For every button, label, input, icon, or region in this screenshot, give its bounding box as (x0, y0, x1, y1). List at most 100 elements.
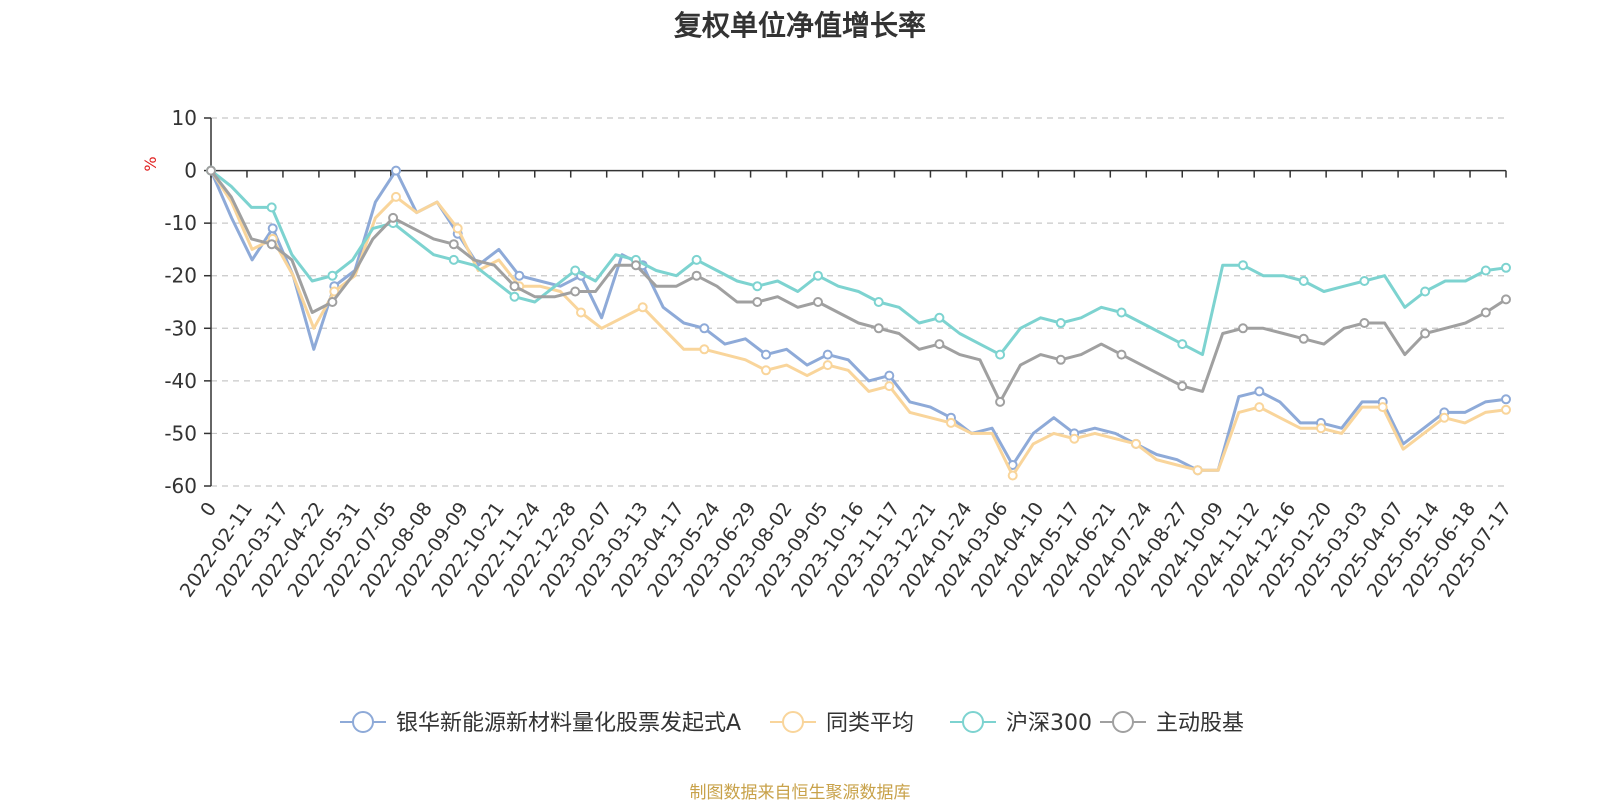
data-point (1254, 402, 1265, 413)
data-point (206, 165, 216, 176)
legend-item[interactable]: 沪深300 (950, 711, 1092, 736)
data-point (1055, 354, 1066, 365)
chart-title: 复权单位净值增长率 (673, 9, 926, 42)
data-point (995, 396, 1006, 407)
data-point (761, 365, 771, 376)
series-line (209, 169, 1507, 472)
data-point (1359, 276, 1370, 286)
data-point (873, 323, 884, 334)
data-point (570, 286, 581, 297)
data-point (576, 307, 586, 318)
data-point (1177, 381, 1188, 392)
data-point (1439, 412, 1450, 423)
data-point (452, 223, 463, 234)
data-point (388, 212, 399, 223)
data-point (1116, 349, 1127, 360)
series-group (206, 165, 1511, 481)
data-point (266, 239, 277, 250)
data-point (570, 265, 581, 276)
data-point (1359, 318, 1370, 328)
legend-circle-icon (962, 711, 984, 733)
y-tick-label: 0 (184, 159, 197, 183)
data-point (1480, 307, 1491, 318)
data-point (822, 349, 833, 360)
data-point (1501, 262, 1511, 273)
data-point (1298, 333, 1309, 344)
data-point (266, 202, 277, 213)
data-point (267, 223, 278, 234)
data-point (752, 297, 763, 307)
grid-layer (211, 117, 1506, 487)
data-point (1254, 386, 1265, 397)
data-point (699, 323, 710, 334)
data-point (329, 286, 340, 297)
data-point (1316, 423, 1326, 434)
data-point (1501, 404, 1511, 415)
data-point (691, 270, 702, 281)
data-point (1298, 276, 1309, 286)
series-group (206, 165, 1511, 407)
y-tick-label: -60 (164, 474, 197, 498)
data-point (509, 281, 520, 292)
y-tick-label: -30 (164, 316, 197, 340)
data-point (1480, 265, 1491, 276)
data-point (884, 370, 895, 381)
data-point (946, 417, 956, 428)
legend-circle-icon (782, 711, 804, 733)
legend-label: 主动股基 (1156, 711, 1244, 736)
data-point (813, 270, 823, 281)
y-tick-label: -40 (164, 369, 197, 393)
data-point (822, 360, 833, 371)
y-tick-label: -10 (164, 211, 197, 235)
data-point (1131, 438, 1141, 449)
data-point (327, 297, 338, 307)
axis-layer: 100-10-20-30-40-50-6002022-02-112022-03-… (164, 106, 1516, 601)
data-point (1420, 328, 1431, 339)
legend-circle-icon (1112, 711, 1134, 733)
data-point (1007, 470, 1018, 481)
data-point (391, 165, 401, 176)
series-line (210, 169, 1507, 357)
data-point (1501, 394, 1511, 405)
data-point (691, 254, 702, 265)
y-tick-label: -20 (164, 264, 197, 288)
data-point (1420, 286, 1431, 297)
data-point (761, 349, 771, 360)
data-point (1238, 323, 1248, 334)
data-point (509, 291, 520, 302)
source-note: 制图数据来自恒生聚源数据库 (689, 783, 911, 803)
data-point (630, 260, 641, 271)
data-point (448, 254, 459, 265)
legend-item[interactable]: 银华新能源新材料量化股票发起式A (340, 711, 741, 736)
data-point (637, 302, 648, 313)
data-point (752, 281, 763, 292)
data-point (934, 312, 945, 323)
data-point (448, 239, 459, 250)
data-point (1192, 465, 1203, 476)
legend-item[interactable]: 同类平均 (770, 711, 914, 736)
series-group (206, 165, 1511, 360)
legend-label: 同类平均 (826, 711, 914, 736)
data-point (995, 349, 1006, 360)
data-point (1055, 318, 1066, 328)
data-point (1177, 339, 1188, 350)
data-point (514, 270, 525, 281)
series-layer (206, 165, 1511, 481)
data-point (327, 270, 338, 281)
y-axis-unit: % (141, 156, 160, 171)
data-point (813, 297, 823, 307)
y-tick-label: 10 (172, 106, 197, 130)
data-point (1069, 433, 1080, 444)
series-line (209, 169, 1507, 404)
data-point (699, 344, 710, 355)
data-point (873, 297, 884, 307)
legend-label: 银华新能源新材料量化股票发起式A (396, 711, 741, 736)
data-point (391, 191, 401, 202)
data-point (934, 339, 945, 350)
data-point (1116, 307, 1127, 318)
legend[interactable]: 银华新能源新材料量化股票发起式A 同类平均 沪深300 主动股基 (340, 711, 1244, 736)
data-point (1501, 294, 1511, 305)
data-point (884, 381, 895, 392)
legend-item[interactable]: 主动股基 (1100, 711, 1244, 736)
